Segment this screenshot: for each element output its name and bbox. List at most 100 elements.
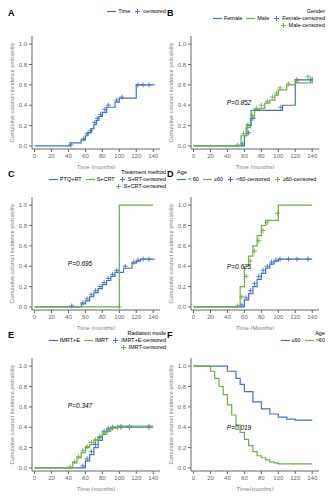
svg-text:20: 20 [48,314,55,320]
svg-text:60: 60 [82,153,89,159]
svg-text:0: 0 [33,153,37,159]
svg-text:0.0: 0.0 [178,143,187,149]
svg-text:80: 80 [99,314,106,320]
svg-text:120: 120 [290,153,301,159]
svg-text:0.6: 0.6 [19,404,28,410]
svg-text:Time(months): Time(months) [237,486,274,491]
svg-text:60: 60 [241,314,248,320]
svg-text:80: 80 [258,475,265,481]
svg-text:0: 0 [192,475,196,481]
svg-text:0.8: 0.8 [19,62,28,68]
svg-text:20: 20 [207,314,214,320]
svg-text:120: 120 [290,314,301,320]
svg-text:0.0: 0.0 [19,143,28,149]
svg-text:100: 100 [114,475,125,481]
svg-text:0: 0 [33,314,37,320]
svg-text:140: 140 [148,314,159,320]
svg-text:140: 140 [307,314,318,320]
svg-text:Time (months): Time (months) [77,486,115,491]
svg-text:40: 40 [224,475,231,481]
svg-text:1.0: 1.0 [178,41,187,47]
svg-text:0.8: 0.8 [178,62,187,68]
svg-text:40: 40 [65,153,72,159]
svg-text:Time (Months): Time (Months) [236,325,274,330]
svg-text:Cumulative cataract incidence: Cumulative cataract incidence probabilit… [168,364,174,464]
svg-text:60: 60 [241,153,248,159]
svg-text:Cumulative cataract incidence: Cumulative cataract incidence probabilit… [9,203,15,303]
svg-text:0.2: 0.2 [19,123,28,129]
svg-text:20: 20 [207,475,214,481]
svg-text:0.8: 0.8 [19,384,28,390]
svg-text:Time (months): Time (months) [77,164,115,169]
svg-text:140: 140 [148,153,159,159]
svg-text:1.0: 1.0 [178,202,187,208]
svg-text:120: 120 [290,475,301,481]
svg-text:120: 120 [131,153,142,159]
svg-text:100: 100 [273,153,284,159]
svg-text:1.0: 1.0 [19,363,28,369]
svg-text:0.0: 0.0 [19,465,28,471]
svg-text:100: 100 [114,314,125,320]
svg-text:0.0: 0.0 [178,304,187,310]
svg-text:0.2: 0.2 [178,123,187,129]
svg-text:0: 0 [192,314,196,320]
svg-text:0.0: 0.0 [178,465,187,471]
svg-text:Cumulative cataract incidence: Cumulative cataract incidence probabilit… [168,42,174,142]
svg-text:0.6: 0.6 [178,404,187,410]
svg-text:0.6: 0.6 [178,82,187,88]
svg-text:0: 0 [192,153,196,159]
svg-text:0: 0 [33,475,37,481]
svg-text:0.4: 0.4 [19,102,28,108]
svg-text:20: 20 [48,475,55,481]
svg-text:80: 80 [258,153,265,159]
svg-text:60: 60 [241,475,248,481]
svg-text:0.0: 0.0 [19,304,28,310]
svg-text:0.4: 0.4 [178,263,187,269]
svg-text:80: 80 [99,475,106,481]
svg-text:0.6: 0.6 [19,82,28,88]
svg-text:0.4: 0.4 [19,263,28,269]
svg-text:140: 140 [307,153,318,159]
svg-text:Time (months): Time (months) [77,325,115,330]
svg-text:1.0: 1.0 [178,363,187,369]
svg-text:1.0: 1.0 [19,41,28,47]
html-text:P=0.695: P=0.695 [67,260,93,268]
html-text:P=0.625: P=0.625 [226,263,252,271]
svg-text:120: 120 [131,475,142,481]
svg-text:100: 100 [273,314,284,320]
svg-text:0.8: 0.8 [19,223,28,229]
svg-text:0.8: 0.8 [178,384,187,390]
html-text:P=0.852: P=0.852 [226,99,252,107]
svg-text:0.2: 0.2 [178,284,187,290]
svg-text:0.2: 0.2 [19,284,28,290]
svg-text:40: 40 [224,153,231,159]
svg-text:60: 60 [82,314,89,320]
svg-text:120: 120 [131,314,142,320]
svg-text:100: 100 [273,475,284,481]
svg-text:140: 140 [148,475,159,481]
svg-text:40: 40 [65,314,72,320]
svg-text:0.6: 0.6 [178,243,187,249]
svg-text:0.6: 0.6 [19,243,28,249]
svg-text:20: 20 [207,153,214,159]
svg-text:Cumulative cataract incidence: Cumulative cataract incidence probabilit… [9,364,15,464]
svg-text:Cumulative cataract incidence: Cumulative cataract incidence probabilit… [9,42,15,142]
svg-text:Time (months): Time (months) [236,164,274,169]
svg-text:0.2: 0.2 [19,445,28,451]
svg-text:80: 80 [99,153,106,159]
svg-text:60: 60 [82,475,89,481]
svg-text:Cumulative cataract incidence: Cumulative cataract incidence probabilit… [168,203,174,303]
svg-text:0.4: 0.4 [178,424,187,430]
svg-text:0.2: 0.2 [178,445,187,451]
svg-text:140: 140 [307,475,318,481]
svg-text:1.0: 1.0 [19,202,28,208]
svg-text:40: 40 [65,475,72,481]
svg-text:80: 80 [258,314,265,320]
svg-text:40: 40 [224,314,231,320]
svg-text:0.4: 0.4 [178,102,187,108]
svg-text:100: 100 [114,153,125,159]
svg-text:0.8: 0.8 [178,223,187,229]
svg-text:20: 20 [48,153,55,159]
svg-text:0.4: 0.4 [19,424,28,430]
html-text:D Age: D Age [167,169,187,179]
